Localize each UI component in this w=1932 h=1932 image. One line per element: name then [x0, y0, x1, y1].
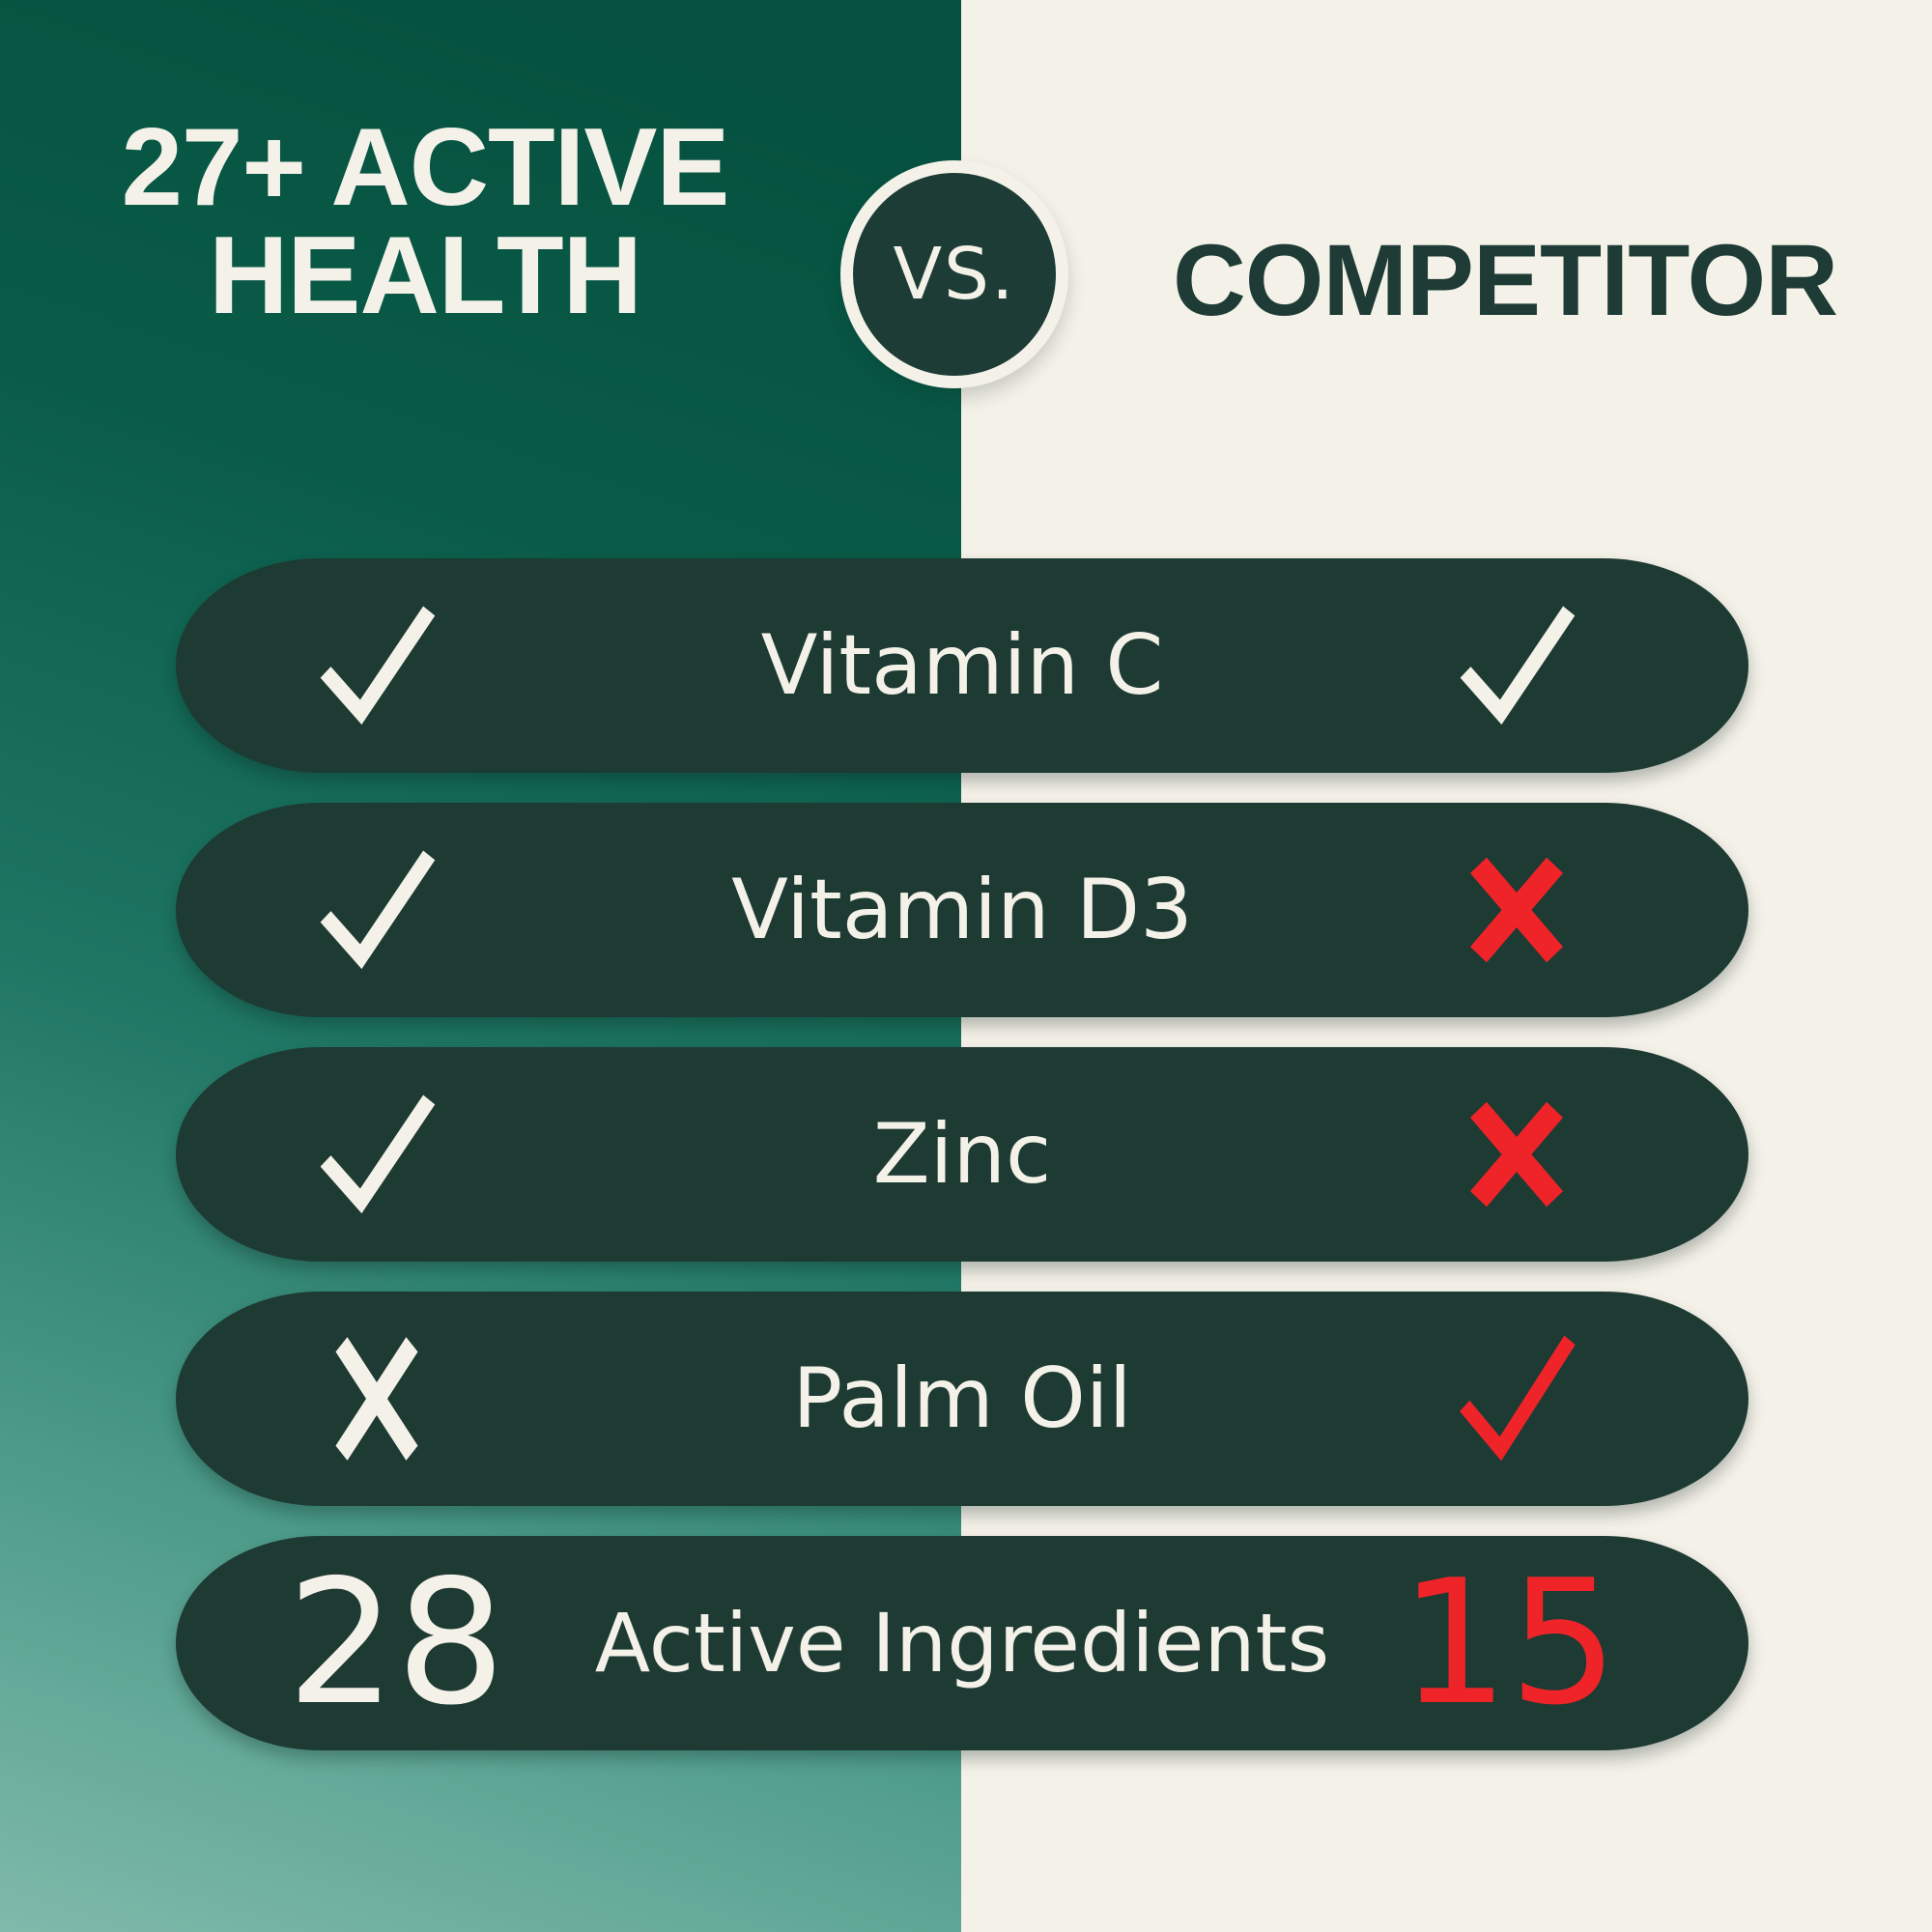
- comparison-row-active-ingredients: 28 Active Ingredients 15: [176, 1536, 1748, 1750]
- comparison-row-palm-oil: Palm Oil: [176, 1292, 1748, 1506]
- row-label: Vitamin D3: [731, 862, 1193, 958]
- brand-title: 27+ ACTIVE HEALTH: [0, 106, 850, 337]
- comparison-row-zinc: Zinc: [176, 1047, 1748, 1262]
- brand-count: 28: [286, 1543, 506, 1743]
- check-icon: [316, 599, 438, 732]
- vs-label: VS.: [893, 233, 1016, 316]
- check-icon: [316, 1088, 438, 1221]
- competitor-count: 15: [1399, 1543, 1619, 1743]
- row-label: Vitamin C: [760, 617, 1164, 714]
- comparison-row-vitamin-d3: Vitamin D3: [176, 803, 1748, 1017]
- vs-badge: VS.: [840, 160, 1068, 388]
- comparison-row-vitamin-c: Vitamin C: [176, 558, 1748, 773]
- row-label: Palm Oil: [792, 1350, 1132, 1447]
- brand-title-line1: 27+ ACTIVE: [121, 106, 730, 229]
- cross-icon: [1466, 857, 1567, 963]
- brand-title-line2: HEALTH: [209, 214, 642, 337]
- check-icon: [1456, 599, 1577, 732]
- check-icon: [1455, 1327, 1578, 1470]
- row-label: Active Ingredients: [594, 1596, 1330, 1690]
- cross-icon: [1466, 1101, 1567, 1208]
- competitor-title: COMPETITOR: [1172, 224, 1838, 337]
- cross-icon: [330, 1334, 423, 1463]
- check-icon: [316, 843, 438, 977]
- row-label: Zinc: [872, 1106, 1052, 1203]
